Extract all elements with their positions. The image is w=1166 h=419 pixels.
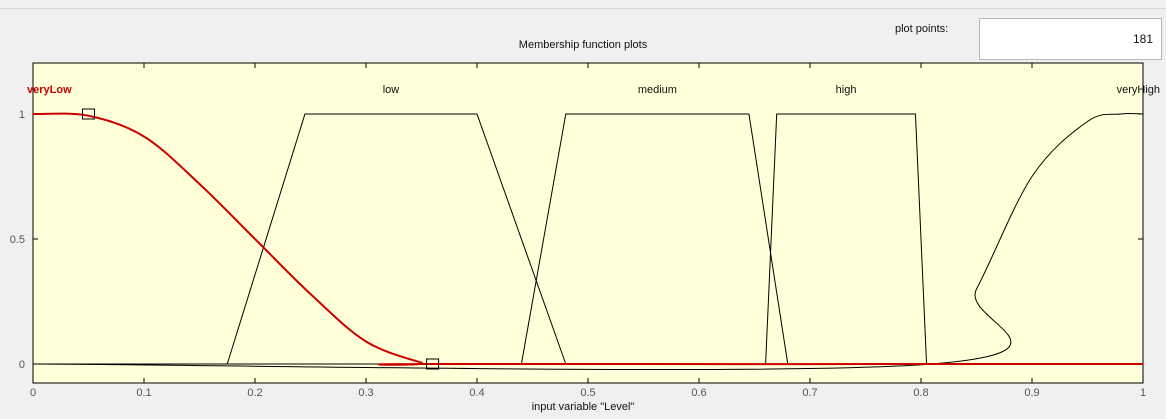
x-tick-label: 0.8 (913, 387, 928, 399)
mf-label-veryLow: veryLow (27, 84, 72, 96)
top-divider (0, 8, 1166, 9)
plot-points-input[interactable]: 181 (979, 18, 1162, 60)
x-tick-label: 0 (30, 387, 36, 399)
x-tick-label: 0.6 (691, 387, 706, 399)
chart-title: Membership function plots (518, 39, 648, 51)
x-axis-label: input variable "Level" (531, 401, 635, 413)
mf-curve-veryHigh[interactable] (32, 112, 1144, 371)
mf-curve-veryLow[interactable] (32, 112, 1144, 366)
plot-area (32, 62, 1144, 384)
mf-label-high: high (836, 84, 857, 96)
y-tick-label: 0.5 (10, 234, 25, 246)
y-tick-label: 1 (19, 109, 25, 121)
x-tick-label: 1 (1140, 387, 1146, 399)
mf-handle[interactable] (426, 358, 440, 370)
x-tick-label: 0.3 (358, 387, 373, 399)
plot-points-label: plot points: (895, 23, 949, 35)
x-tick-label: 0.5 (580, 387, 595, 399)
x-tick-label: 0.7 (802, 387, 817, 399)
x-tick-label: 0.9 (1024, 387, 1039, 399)
x-tick-label: 0.2 (247, 387, 262, 399)
y-tick-label: 0 (19, 359, 25, 371)
x-tick-label: 0.4 (469, 387, 484, 399)
mf-label-veryHigh: veryHigh (1117, 84, 1160, 96)
mf-label-medium: medium (638, 84, 677, 96)
x-tick-label: 0.1 (136, 387, 151, 399)
mf-handle[interactable] (82, 108, 95, 120)
mf-label-low: low (383, 84, 400, 96)
